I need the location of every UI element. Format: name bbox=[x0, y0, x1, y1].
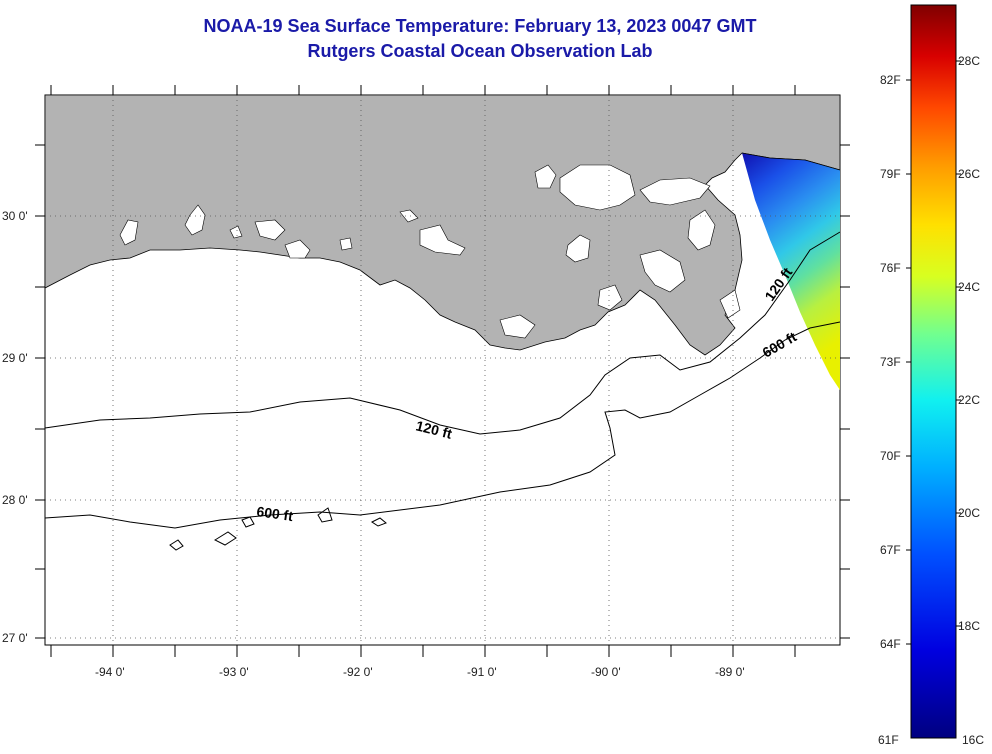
colorbar-f-76: 76F bbox=[880, 261, 901, 275]
colorbar-c-20: 20C bbox=[958, 506, 980, 520]
colorbar-c-22: 22C bbox=[958, 393, 980, 407]
isobaths bbox=[44, 231, 841, 551]
colorbar-ticks bbox=[906, 60, 961, 645]
sst-swath bbox=[742, 153, 840, 390]
colorbar-c-18: 18C bbox=[958, 619, 980, 633]
inland-water bbox=[119, 164, 741, 339]
isobath-600ft bbox=[44, 321, 841, 529]
colorbar-f-73: 73F bbox=[880, 355, 901, 369]
colorbar-f-70: 70F bbox=[880, 449, 901, 463]
graticule bbox=[45, 95, 840, 645]
map-title: NOAA-19 Sea Surface Temperature: Februar… bbox=[203, 16, 757, 36]
lon-label-93: -93 0' bbox=[219, 665, 249, 679]
colorbar-f-79: 79F bbox=[880, 167, 901, 181]
colorbar-c-16: 16C bbox=[962, 733, 984, 747]
lon-label-94: -94 0' bbox=[95, 665, 125, 679]
colorbar bbox=[910, 4, 957, 739]
lat-label-30: 30 0' bbox=[2, 209, 28, 223]
colorbar-f-61: 61F bbox=[878, 733, 899, 747]
isobath-120ft bbox=[44, 231, 841, 435]
lat-label-27: 27 0' bbox=[2, 631, 28, 645]
lon-label-89: -89 0' bbox=[715, 665, 745, 679]
colorbar-f-64: 64F bbox=[880, 637, 901, 651]
lat-label-29: 29 0' bbox=[2, 351, 28, 365]
lon-label-91: -91 0' bbox=[467, 665, 497, 679]
map-subtitle: Rutgers Coastal Ocean Observation Lab bbox=[307, 41, 653, 61]
lon-label-90: -90 0' bbox=[591, 665, 621, 679]
colorbar-f-82: 82F bbox=[880, 73, 901, 87]
axis-ticks bbox=[35, 85, 850, 657]
lon-label-92: -92 0' bbox=[343, 665, 373, 679]
isobath-label-600ft: 600 ft bbox=[256, 503, 295, 524]
colorbar-c-26: 26C bbox=[958, 167, 980, 181]
colorbar-c-28: 28C bbox=[958, 54, 980, 68]
sst-swath-coast bbox=[741, 152, 841, 171]
lat-label-28: 28 0' bbox=[2, 493, 28, 507]
colorbar-f-67: 67F bbox=[880, 543, 901, 557]
colorbar-c-24: 24C bbox=[958, 280, 980, 294]
